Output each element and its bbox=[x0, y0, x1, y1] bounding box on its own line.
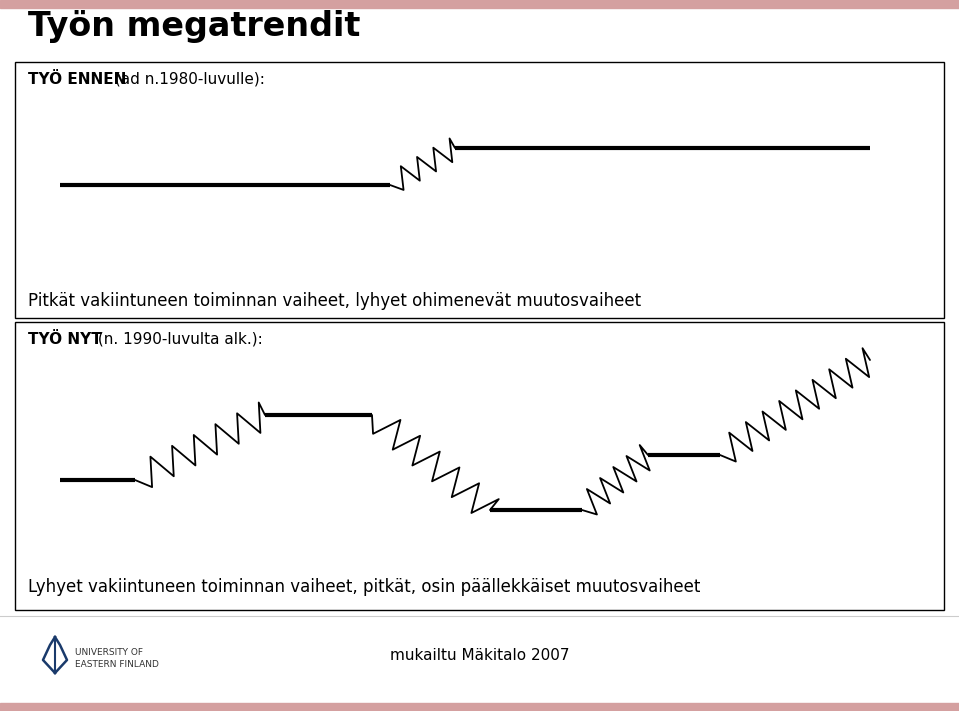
Text: TYÖ NYT: TYÖ NYT bbox=[28, 332, 102, 347]
Text: UNIVERSITY OF
EASTERN FINLAND: UNIVERSITY OF EASTERN FINLAND bbox=[75, 648, 159, 669]
Text: mukailtu Mäkitalo 2007: mukailtu Mäkitalo 2007 bbox=[390, 648, 570, 663]
Text: Pitkät vakiintuneen toiminnan vaiheet, lyhyet ohimenevät muutosvaiheet: Pitkät vakiintuneen toiminnan vaiheet, l… bbox=[28, 292, 642, 310]
Bar bbox=[0, 703, 959, 711]
Text: Lyhyet vakiintuneen toiminnan vaiheet, pitkät, osin päällekkäiset muutosvaiheet: Lyhyet vakiintuneen toiminnan vaiheet, p… bbox=[28, 578, 700, 596]
Bar bbox=[15, 322, 944, 610]
Text: TYÖ ENNEN: TYÖ ENNEN bbox=[28, 72, 127, 87]
Text: (ad n.1980-luvulle):: (ad n.1980-luvulle): bbox=[110, 72, 265, 87]
Bar bbox=[0, 0, 959, 8]
Text: (n. 1990-luvulta alk.):: (n. 1990-luvulta alk.): bbox=[93, 332, 263, 347]
Text: Työn megatrendit: Työn megatrendit bbox=[28, 10, 361, 43]
Bar bbox=[15, 62, 944, 318]
